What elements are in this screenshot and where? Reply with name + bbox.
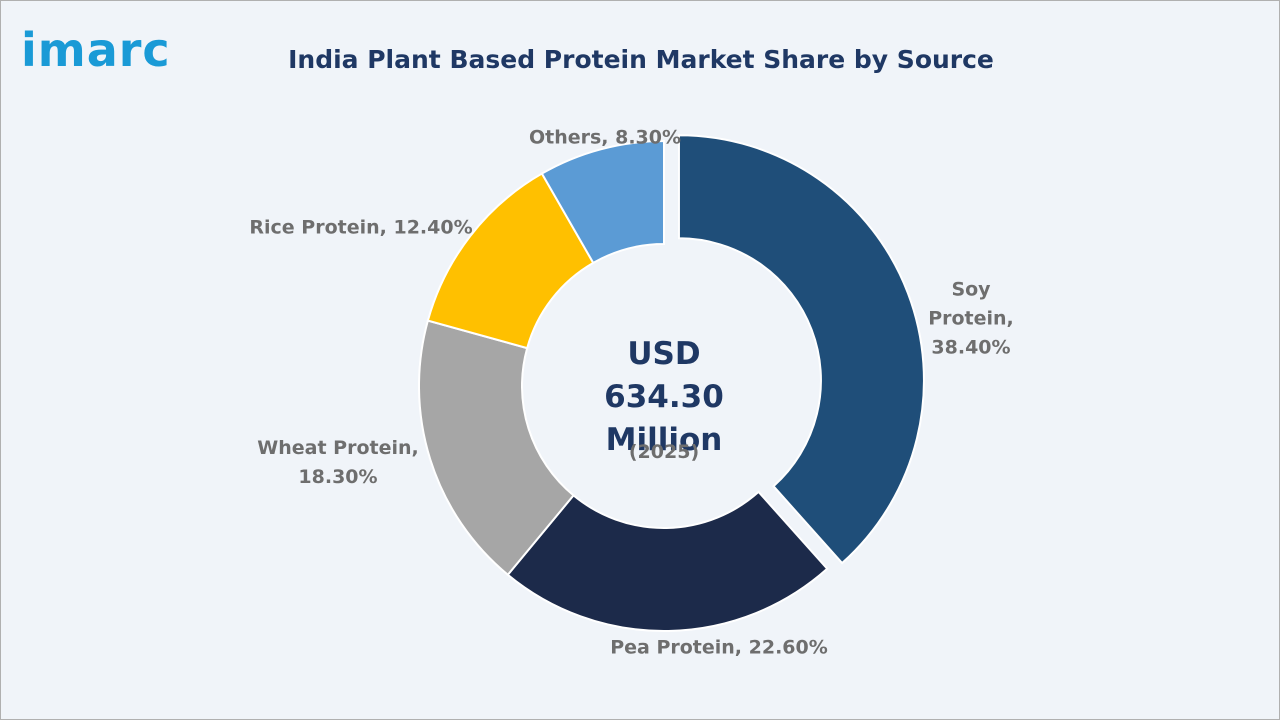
data-label: Pea Protein, 22.60%: [610, 636, 828, 659]
donut-slice: [540, 139, 665, 265]
chart-title: India Plant Based Protein Market Share b…: [288, 45, 994, 74]
center-label: USD 634.30 Million: [604, 336, 724, 458]
donut-slice: [677, 134, 925, 565]
data-label: Wheat Protein, 18.30%: [257, 437, 419, 488]
center-sublabel: (2025): [628, 441, 700, 463]
data-label: Soy Protein, 38.40%: [928, 278, 1014, 359]
logo: imarc: [21, 23, 171, 77]
donut-slice: [506, 490, 829, 632]
donut-slice: [418, 319, 575, 577]
data-label: Others, 8.30%: [528, 126, 682, 149]
data-label: Rice Protein, 12.40%: [249, 216, 473, 239]
